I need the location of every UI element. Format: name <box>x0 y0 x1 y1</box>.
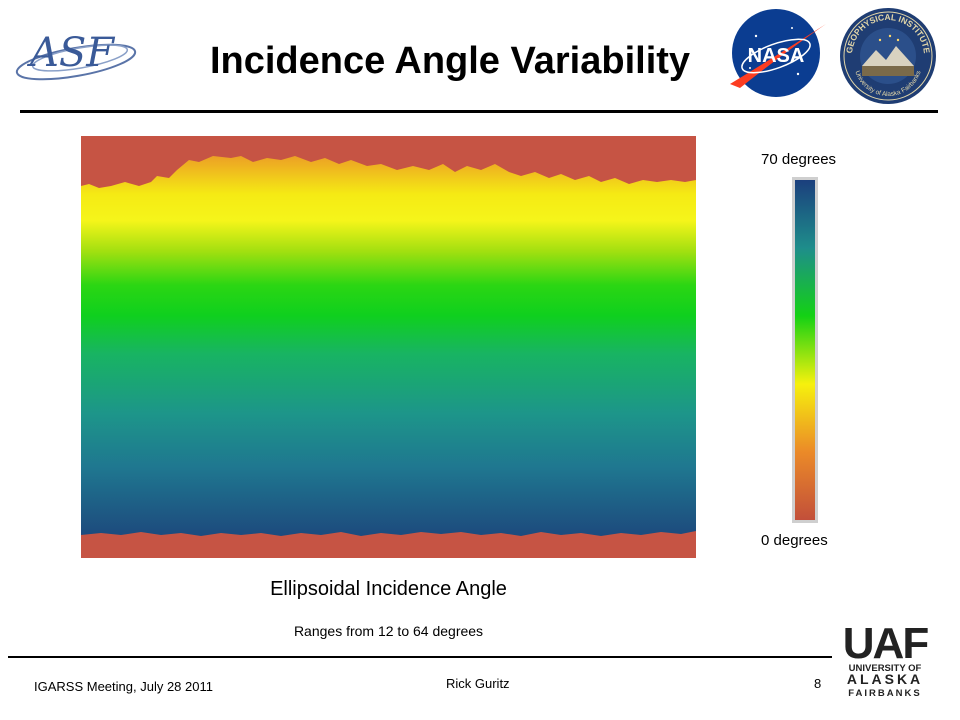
nasa-logo-text: NASA <box>748 45 805 67</box>
asf-logo-text: ASF <box>26 30 115 76</box>
footer-divider <box>8 656 832 658</box>
footer-event: IGARSS Meeting, July 28 2011 <box>34 679 213 694</box>
colorbar-max-label: 70 degrees <box>761 151 837 168</box>
uaf-logo-mark: UAF <box>843 619 929 668</box>
incidence-angle-map <box>81 136 696 558</box>
geophysical-institute-logo: GEOPHYSICAL INSTITUTE University of Alas… <box>840 8 936 104</box>
uaf-logo-line2: ALASKA <box>847 671 923 687</box>
map-caption: Ellipsoidal Incidence Angle <box>270 578 507 600</box>
colorbar-min-label: 0 degrees <box>761 532 828 549</box>
page-number: 8 <box>814 676 822 691</box>
uaf-logo-line1: UNIVERSITY OF <box>849 663 922 674</box>
uaf-logo-line3: FAIRBANKS <box>848 688 921 698</box>
map-subcaption: Ranges from 12 to 64 degrees <box>293 623 484 639</box>
colorbar <box>792 177 818 523</box>
uaf-logo: UAF UNIVERSITY OF ALASKA FAIRBANKS <box>843 619 931 698</box>
slide-title: Incidence Angle Variability <box>209 40 691 82</box>
footer-presenter: Rick Guritz <box>446 676 510 691</box>
map-swath <box>81 156 696 536</box>
colorbar-gradient <box>795 180 815 520</box>
header-divider <box>20 110 938 113</box>
nasa-logo: NASA <box>730 9 826 97</box>
asf-logo: ASF <box>15 30 137 81</box>
